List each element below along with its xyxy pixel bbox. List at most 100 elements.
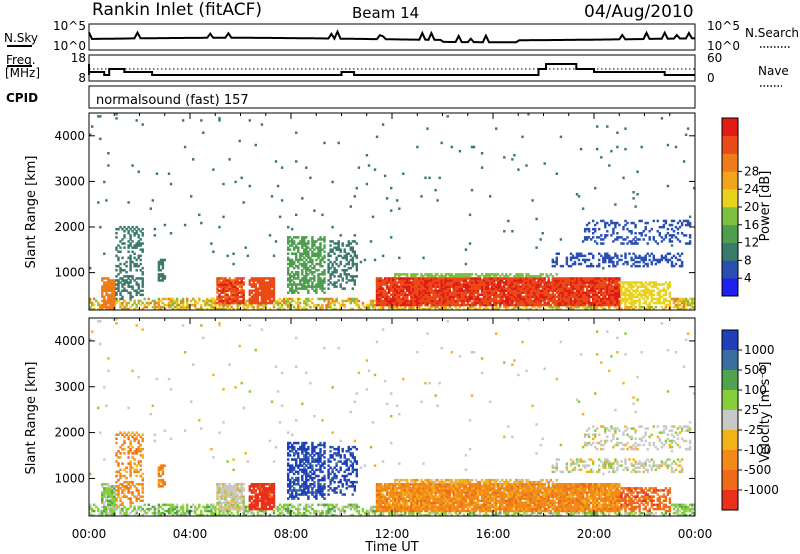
- power-cell: [339, 303, 342, 307]
- power-cell: [501, 295, 504, 299]
- power-cell: [109, 301, 112, 305]
- power-cell: [664, 289, 668, 292]
- power-cell: [480, 301, 484, 305]
- power-cell: [410, 303, 413, 307]
- power-cell: [434, 279, 437, 282]
- power-cell: [614, 279, 617, 282]
- power-cell: [327, 262, 330, 266]
- power-cell: [137, 256, 140, 260]
- velocity-cell: [260, 499, 264, 502]
- power-cell: [260, 283, 264, 286]
- power-cell: [101, 287, 104, 290]
- power-cell: [115, 236, 118, 239]
- power-cell: [642, 301, 645, 305]
- power-cell: [355, 242, 358, 245]
- velocity-cell: [143, 511, 146, 515]
- velocity-cell: [228, 363, 231, 366]
- power-cell: [594, 295, 597, 299]
- power-cell: [113, 281, 116, 284]
- power-cell: [630, 305, 633, 309]
- power-cell: [321, 271, 324, 274]
- velocity-cell: [109, 503, 112, 507]
- power-cell: [614, 299, 617, 303]
- power-cell: [428, 307, 431, 311]
- power-cell: [638, 264, 641, 268]
- power-cell: [282, 299, 286, 303]
- power-cell: [565, 281, 569, 284]
- power-cell: [505, 305, 508, 309]
- velocity-cell: [208, 509, 211, 513]
- power-cell: [470, 273, 474, 276]
- power-cell: [650, 299, 653, 303]
- power-cell: [206, 301, 209, 305]
- power-cell: [590, 262, 593, 266]
- power-cell: [612, 264, 615, 268]
- power-cell: [462, 279, 466, 282]
- power-cell: [420, 307, 423, 311]
- power-cell: [222, 182, 225, 186]
- velocity-cell: [137, 447, 140, 451]
- power-cell: [379, 303, 383, 307]
- power-cell: [438, 297, 441, 301]
- power-cell: [151, 199, 154, 202]
- power-cell: [402, 295, 405, 299]
- power-cell: [634, 254, 637, 258]
- power-cell: [646, 291, 649, 294]
- power-cell: [680, 297, 684, 301]
- power-cell: [676, 297, 680, 301]
- power-cell: [638, 254, 641, 258]
- power-cell: [484, 277, 488, 280]
- power-cell: [650, 305, 653, 309]
- power-cell: [470, 281, 474, 284]
- velocity-cell: [113, 487, 116, 490]
- power-cell: [220, 299, 223, 303]
- power-cell: [658, 258, 661, 262]
- velocity-cell: [238, 507, 241, 511]
- power-cell: [115, 293, 118, 297]
- power-cell: [602, 293, 605, 297]
- power-cell: [390, 305, 393, 309]
- power-cell: [301, 283, 304, 286]
- power-cell: [115, 269, 118, 272]
- velocity-cell: [119, 431, 122, 434]
- power-cell: [335, 256, 338, 260]
- power-cell: [186, 299, 189, 303]
- power-cell: [527, 293, 530, 297]
- power-cell: [422, 297, 425, 301]
- power-cell: [640, 234, 643, 237]
- power-cell: [291, 242, 294, 245]
- power-cell: [404, 301, 407, 305]
- velocity-cell: [125, 476, 128, 480]
- power-cell: [369, 303, 373, 307]
- power-cell: [313, 275, 316, 278]
- power-cell: [525, 164, 528, 167]
- power-cell: [317, 269, 320, 272]
- power-cell: [684, 219, 688, 223]
- power-cell: [602, 260, 605, 264]
- power-cell: [335, 269, 338, 272]
- power-cell: [515, 283, 518, 286]
- velocity-cell: [135, 447, 138, 451]
- velocity-cell: [157, 478, 161, 482]
- power-cell: [317, 246, 320, 249]
- power-cell: [430, 283, 433, 286]
- velocity-cell: [127, 489, 130, 492]
- power-cell: [612, 260, 615, 264]
- power-cell: [616, 281, 619, 284]
- power-cell: [218, 293, 221, 297]
- power-cell: [270, 289, 274, 292]
- power-cell: [525, 285, 528, 288]
- power-cell: [131, 277, 134, 280]
- velocity-cell: [212, 456, 215, 459]
- power-cell: [604, 291, 607, 294]
- power-cell: [218, 119, 221, 122]
- velocity-cell: [254, 485, 257, 488]
- power-cell: [515, 297, 518, 301]
- power-cell: [525, 297, 528, 301]
- velocity-cell: [236, 513, 239, 517]
- power-cell: [495, 305, 498, 309]
- power-cell: [299, 242, 302, 245]
- velocity-cell: [101, 485, 104, 488]
- velocity-cell: [141, 491, 144, 494]
- power-cell: [553, 303, 556, 307]
